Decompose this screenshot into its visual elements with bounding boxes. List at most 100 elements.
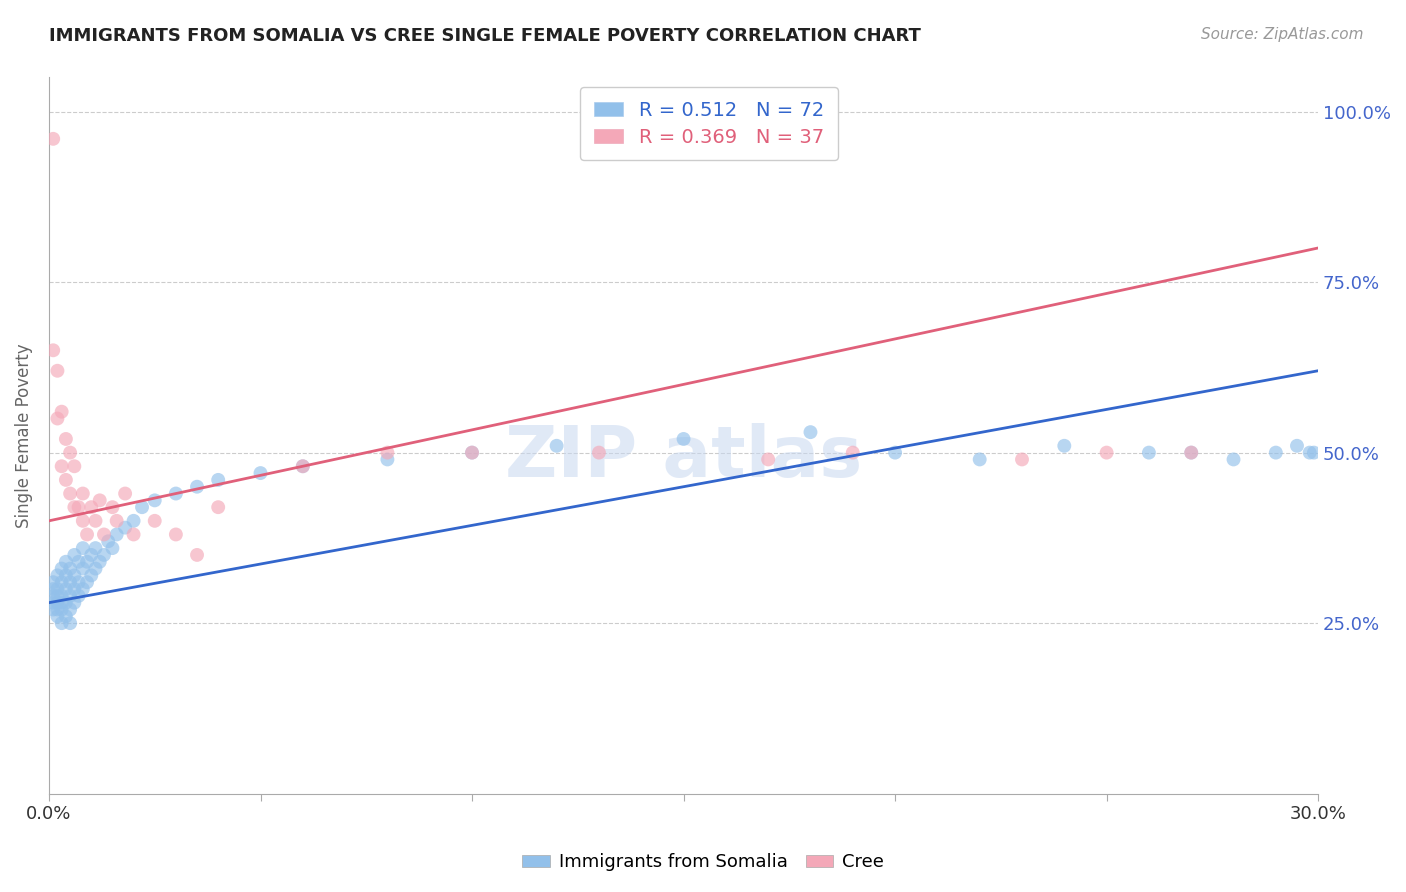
Point (72, 514, 94, 528)
Point (165, 486, 187, 500)
Text: ZIP atlas: ZIP atlas (505, 423, 862, 491)
Point (59, 602, 82, 616)
Point (76, 555, 98, 569)
Point (461, 445, 484, 459)
Point (51, 616, 73, 631)
Text: Source: ZipAtlas.com: Source: ZipAtlas.com (1201, 27, 1364, 42)
Point (59, 486, 82, 500)
Point (59, 575, 82, 590)
Legend: R = 0.512   N = 72, R = 0.369   N = 37: R = 0.512 N = 72, R = 0.369 N = 37 (581, 87, 838, 161)
Point (42, 575, 65, 590)
Point (377, 452, 399, 467)
Point (291, 459, 314, 474)
Point (55, 473, 77, 487)
Point (55, 432, 77, 446)
Point (105, 527, 128, 541)
Point (1095, 445, 1118, 459)
Point (291, 459, 314, 474)
Point (55, 582, 77, 596)
Point (63, 582, 86, 596)
Point (89, 555, 111, 569)
Point (80, 568, 103, 582)
Point (46, 596, 69, 610)
Point (84, 514, 107, 528)
Point (46, 568, 69, 582)
Point (1011, 452, 1033, 467)
Point (1180, 445, 1202, 459)
Point (842, 445, 865, 459)
Point (165, 527, 187, 541)
Point (59, 616, 82, 631)
Point (89, 493, 111, 508)
Point (588, 445, 610, 459)
Point (46, 602, 69, 616)
Point (1264, 445, 1286, 459)
Point (1222, 452, 1244, 467)
Point (63, 500, 86, 515)
Point (114, 486, 136, 500)
Point (101, 541, 124, 555)
Point (93, 548, 115, 562)
Point (207, 473, 229, 487)
Point (55, 555, 77, 569)
Point (46, 609, 69, 624)
Y-axis label: Single Female Poverty: Single Female Poverty (15, 343, 32, 528)
Point (42, 582, 65, 596)
Point (51, 589, 73, 603)
Point (63, 568, 86, 582)
Point (51, 459, 73, 474)
Point (1137, 445, 1160, 459)
Point (122, 527, 145, 541)
Point (67, 500, 90, 515)
Point (969, 452, 991, 467)
Point (51, 575, 73, 590)
Point (67, 575, 90, 590)
Point (72, 561, 94, 575)
Point (55, 609, 77, 624)
Point (1053, 439, 1076, 453)
Point (97, 534, 120, 549)
Point (42, 343, 65, 358)
Point (1303, 445, 1326, 459)
Point (51, 561, 73, 575)
Point (46, 589, 69, 603)
Point (63, 596, 86, 610)
Point (59, 589, 82, 603)
Point (546, 439, 568, 453)
Point (51, 405, 73, 419)
Point (67, 589, 90, 603)
Point (63, 459, 86, 474)
Point (143, 514, 166, 528)
Point (51, 596, 73, 610)
Point (377, 445, 399, 459)
Point (63, 548, 86, 562)
Point (67, 555, 90, 569)
Point (76, 575, 98, 590)
Point (46, 582, 69, 596)
Point (93, 527, 115, 541)
Point (122, 514, 145, 528)
Point (72, 486, 94, 500)
Point (80, 500, 103, 515)
Point (80, 548, 103, 562)
Point (42, 589, 65, 603)
Point (72, 541, 94, 555)
Point (1298, 445, 1320, 459)
Point (84, 561, 107, 575)
Point (799, 425, 821, 439)
Point (72, 582, 94, 596)
Point (46, 411, 69, 425)
Point (55, 596, 77, 610)
Point (51, 602, 73, 616)
Point (101, 500, 124, 515)
Point (756, 452, 779, 467)
Point (249, 466, 271, 480)
Point (84, 541, 107, 555)
Point (207, 500, 229, 515)
Point (114, 521, 136, 535)
Point (1285, 439, 1308, 453)
Legend: Immigrants from Somalia, Cree: Immigrants from Somalia, Cree (515, 847, 891, 879)
Point (55, 568, 77, 582)
Point (131, 500, 153, 515)
Point (59, 561, 82, 575)
